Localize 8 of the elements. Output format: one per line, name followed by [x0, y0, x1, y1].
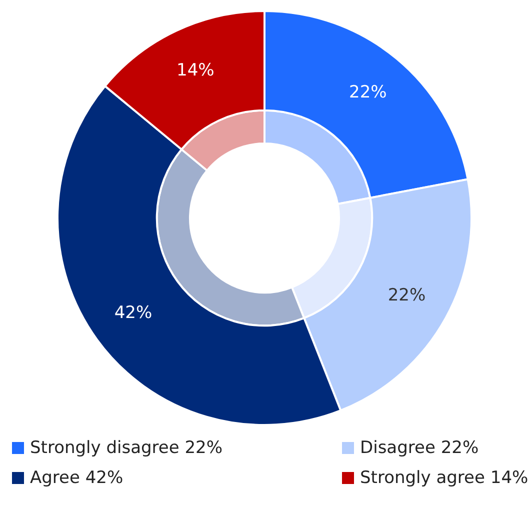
- legend-label: Agree 42%: [30, 468, 124, 488]
- data-label: 22%: [388, 286, 426, 306]
- data-label: 42%: [114, 302, 152, 323]
- legend-label: Disagree 22%: [360, 438, 479, 458]
- legend-label: Strongly disagree 22%: [30, 438, 223, 458]
- data-label: 22%: [349, 82, 387, 102]
- data-label: 14%: [176, 60, 214, 81]
- legend-label: Strongly agree 14%: [360, 468, 528, 488]
